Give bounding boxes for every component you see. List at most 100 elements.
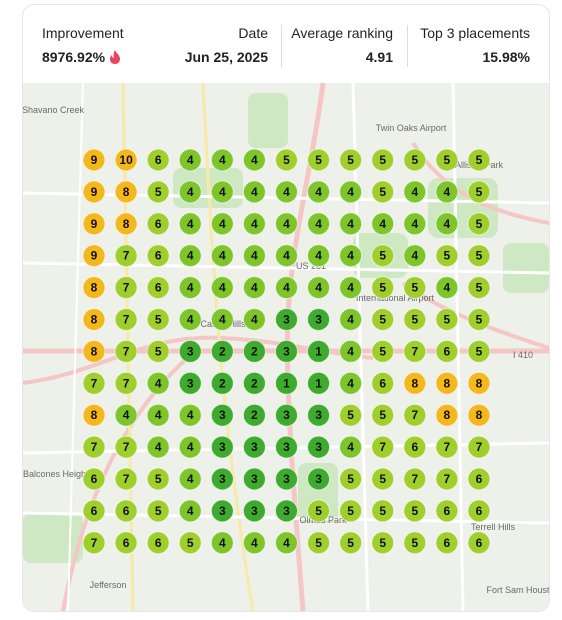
stat-value: 15.98%: [482, 49, 530, 65]
rank-dot: [371, 403, 395, 427]
rank-label: 5: [155, 472, 162, 486]
rank-label: 4: [315, 249, 322, 263]
rank-label: 2: [219, 376, 226, 390]
rank-dot: [467, 371, 491, 395]
rank-dot: [146, 435, 170, 459]
rank-dot: [242, 499, 266, 523]
rank-dot: [467, 403, 491, 427]
rank-label: 5: [347, 408, 354, 422]
rank-dot: [82, 371, 106, 395]
rank-dot: [210, 499, 234, 523]
flame-icon: [109, 50, 120, 64]
rank-dot: [146, 180, 170, 204]
rank-label: 8: [411, 376, 418, 390]
rank-label: 7: [123, 313, 130, 327]
rank-label: 5: [411, 536, 418, 550]
place-label: Jefferson: [90, 580, 127, 590]
rank-dot: [82, 435, 106, 459]
rank-label: 4: [347, 313, 354, 327]
rank-dot: [242, 212, 266, 236]
rank-label: 4: [187, 217, 194, 231]
place-label: International Airport: [356, 293, 435, 303]
rank-dot: [242, 371, 266, 395]
rank-label: 4: [251, 249, 258, 263]
rank-label: 4: [219, 313, 226, 327]
rank-label: 8: [91, 344, 98, 358]
rank-dot: [307, 180, 331, 204]
rank-label: 6: [379, 376, 386, 390]
rank-label: 8: [91, 281, 98, 295]
ranking-card: Improvement 8976.92% Date Jun 25, 2025 A…: [22, 4, 550, 612]
rank-dot: [339, 531, 363, 555]
rank-label: 5: [476, 313, 483, 327]
rank-dot: [178, 276, 202, 300]
rank-dot: [371, 435, 395, 459]
rank-dot: [178, 244, 202, 268]
rank-label: 5: [379, 472, 386, 486]
rank-label: 3: [219, 440, 226, 454]
rank-dot: [403, 499, 427, 523]
rank-label: 5: [411, 281, 418, 295]
rank-label: 5: [444, 249, 451, 263]
rank-dot: [307, 212, 331, 236]
rank-dot: [307, 244, 331, 268]
rank-label: 8: [123, 185, 130, 199]
rank-dot: [178, 148, 202, 172]
rank-label: 3: [315, 472, 322, 486]
rank-dot: [307, 531, 331, 555]
rank-dot: [403, 276, 427, 300]
rank-label: 5: [347, 472, 354, 486]
rank-label: 5: [379, 536, 386, 550]
rank-label: 2: [219, 344, 226, 358]
rank-dot: [307, 403, 331, 427]
rank-label: 3: [283, 504, 290, 518]
rank-dot: [467, 148, 491, 172]
rank-label: 2: [251, 344, 258, 358]
rank-dot: [178, 212, 202, 236]
rank-dot: [114, 180, 138, 204]
rank-label: 5: [444, 313, 451, 327]
rank-label: 5: [379, 408, 386, 422]
rank-label: 3: [283, 344, 290, 358]
rank-label: 3: [219, 472, 226, 486]
rank-dot: [274, 308, 298, 331]
rank-dot: [274, 467, 298, 491]
rank-dot: [403, 148, 427, 172]
rank-label: 4: [347, 281, 354, 295]
rank-label: 8: [123, 217, 130, 231]
stat-date: Date Jun 25, 2025: [185, 25, 268, 65]
rank-label: 9: [91, 153, 98, 167]
rank-dot: [82, 180, 106, 204]
rank-dot: [403, 435, 427, 459]
rank-label: 6: [155, 536, 162, 550]
rank-label: 7: [411, 472, 418, 486]
rank-dot: [178, 180, 202, 204]
rank-dot: [114, 148, 138, 172]
rank-dot: [178, 467, 202, 491]
rank-dot: [274, 531, 298, 555]
rank-label: 6: [91, 504, 98, 518]
rank-dot: [371, 148, 395, 172]
rank-dot: [82, 339, 106, 363]
rank-dot: [403, 212, 427, 236]
rank-dot: [210, 531, 234, 555]
rank-dot: [146, 339, 170, 363]
rank-label: 9: [91, 217, 98, 231]
rank-label: 3: [251, 472, 258, 486]
rank-dot: [435, 244, 459, 268]
rank-label: 5: [155, 185, 162, 199]
rank-label: 5: [155, 504, 162, 518]
rank-label: 5: [411, 504, 418, 518]
rank-label: 6: [476, 472, 483, 486]
rank-dot: [178, 339, 202, 363]
rank-dot: [114, 435, 138, 459]
rank-dot: [339, 180, 363, 204]
rank-label: 5: [379, 313, 386, 327]
rank-dot: [307, 148, 331, 172]
rank-dot: [435, 212, 459, 236]
rank-dot: [82, 244, 106, 268]
rank-label: 5: [283, 153, 290, 167]
rank-label: 6: [476, 536, 483, 550]
rank-label: 7: [444, 472, 451, 486]
rank-dot: [274, 148, 298, 172]
